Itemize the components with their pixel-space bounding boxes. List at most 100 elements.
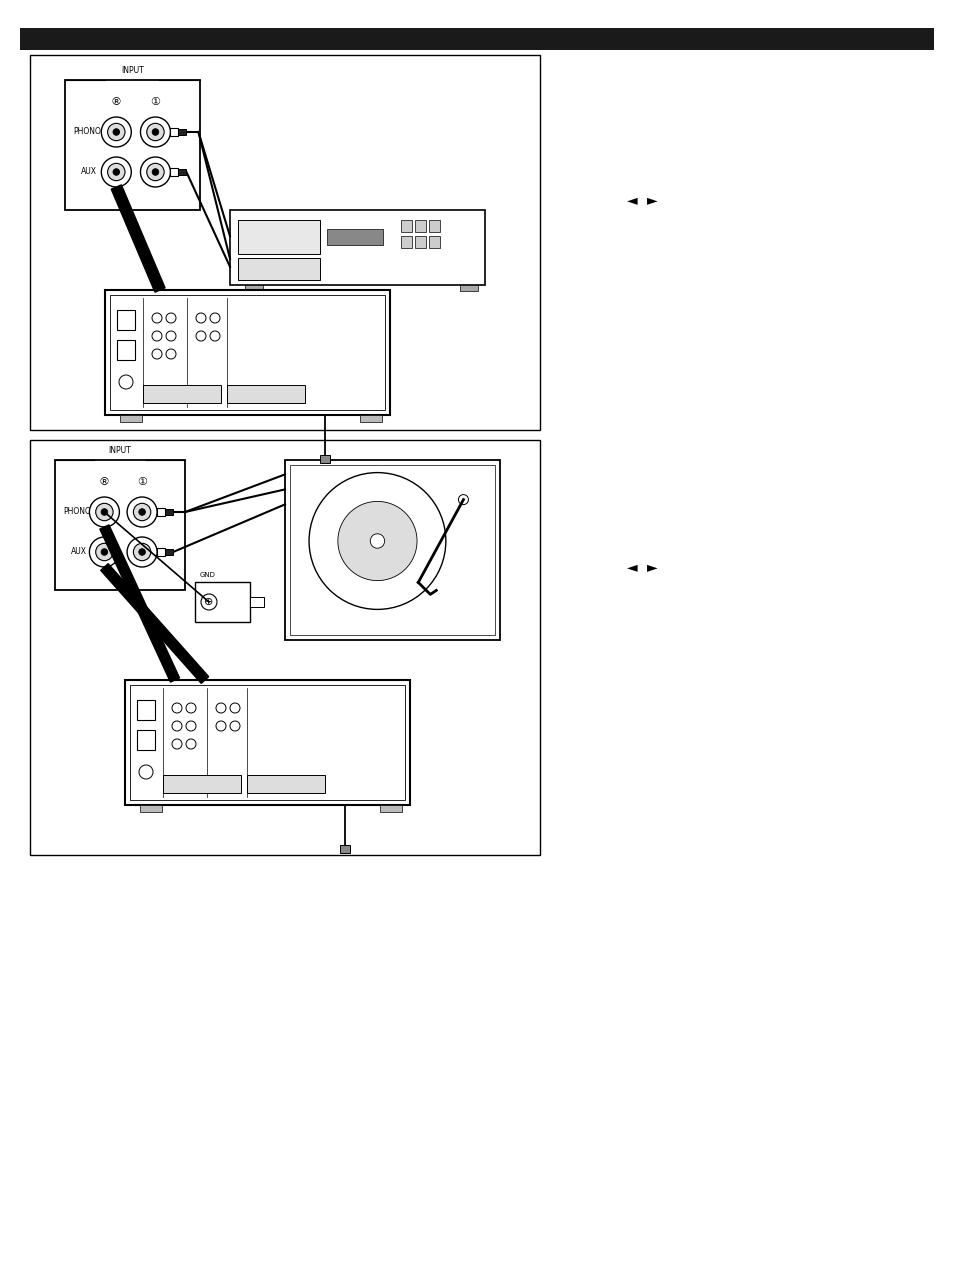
Circle shape [152, 331, 162, 341]
Circle shape [152, 313, 162, 323]
Circle shape [140, 156, 171, 187]
Bar [143, 385, 221, 403]
Circle shape [230, 721, 240, 731]
Circle shape [172, 739, 182, 749]
Circle shape [101, 117, 132, 148]
Text: INPUT: INPUT [121, 66, 144, 75]
Bar [65, 80, 200, 210]
Text: GND: GND [200, 572, 215, 577]
Bar [400, 220, 412, 232]
Text: PHONO: PHONO [63, 508, 91, 516]
Text: PHONO: PHONO [73, 127, 101, 136]
Bar [230, 210, 484, 285]
Bar [339, 845, 350, 854]
Circle shape [215, 721, 226, 731]
Bar [163, 775, 241, 792]
Bar [171, 168, 178, 176]
Circle shape [127, 537, 157, 567]
Text: ®: ® [99, 477, 110, 487]
Circle shape [95, 543, 113, 561]
Bar [157, 508, 165, 516]
Bar [429, 220, 439, 232]
Bar [429, 237, 439, 248]
Bar [157, 548, 165, 556]
Text: ⊕: ⊕ [204, 597, 213, 607]
Text: ®: ® [111, 97, 122, 107]
Circle shape [166, 331, 175, 341]
Circle shape [133, 543, 151, 561]
Text: ①: ① [151, 97, 160, 107]
Bar [137, 700, 154, 720]
Bar [165, 550, 172, 555]
Circle shape [152, 169, 158, 176]
Circle shape [152, 349, 162, 359]
Bar [30, 440, 539, 855]
Circle shape [101, 156, 132, 187]
Circle shape [215, 703, 226, 714]
Bar [194, 583, 250, 622]
Bar [245, 285, 263, 291]
Circle shape [210, 331, 220, 341]
Circle shape [90, 497, 119, 527]
Bar [130, 686, 405, 800]
Circle shape [230, 703, 240, 714]
Text: ◄: ◄ [626, 560, 637, 574]
Bar [290, 466, 495, 635]
Bar [227, 385, 305, 403]
Bar [359, 415, 381, 422]
Polygon shape [100, 525, 179, 682]
Circle shape [370, 534, 384, 548]
Circle shape [186, 703, 195, 714]
Circle shape [127, 497, 157, 527]
Bar [117, 310, 135, 329]
Bar [415, 237, 425, 248]
Circle shape [138, 548, 145, 556]
Bar [400, 237, 412, 248]
Circle shape [133, 504, 151, 520]
Bar [178, 128, 186, 135]
Bar [415, 220, 425, 232]
Circle shape [147, 163, 164, 181]
Circle shape [152, 128, 158, 135]
Circle shape [112, 128, 119, 135]
Circle shape [172, 703, 182, 714]
Bar [137, 730, 154, 750]
Circle shape [101, 509, 108, 515]
Bar [125, 681, 410, 805]
Circle shape [309, 473, 445, 609]
Bar [171, 128, 178, 136]
Polygon shape [101, 563, 209, 683]
Bar [327, 229, 382, 245]
Circle shape [337, 501, 416, 580]
Polygon shape [112, 184, 165, 293]
Text: ►: ► [646, 560, 657, 574]
Circle shape [95, 504, 113, 520]
Bar [55, 460, 185, 590]
Bar [120, 415, 142, 422]
Bar [319, 455, 330, 463]
Circle shape [201, 594, 216, 611]
Text: AUX: AUX [81, 168, 97, 177]
Bar [105, 290, 390, 415]
Circle shape [119, 375, 132, 389]
Circle shape [140, 117, 171, 148]
Text: INPUT: INPUT [109, 446, 132, 455]
Bar [117, 340, 135, 360]
Circle shape [166, 349, 175, 359]
Text: ►: ► [646, 193, 657, 207]
Circle shape [458, 495, 468, 505]
Bar [237, 220, 319, 253]
Circle shape [138, 509, 145, 515]
Bar [379, 805, 401, 812]
Bar [237, 257, 319, 280]
Circle shape [186, 721, 195, 731]
Bar [459, 285, 477, 291]
Bar [285, 460, 499, 640]
Circle shape [195, 331, 206, 341]
Bar [250, 597, 264, 607]
Text: ①: ① [137, 477, 147, 487]
Bar [165, 509, 172, 515]
Bar [140, 805, 162, 812]
Circle shape [147, 123, 164, 141]
Circle shape [90, 537, 119, 567]
